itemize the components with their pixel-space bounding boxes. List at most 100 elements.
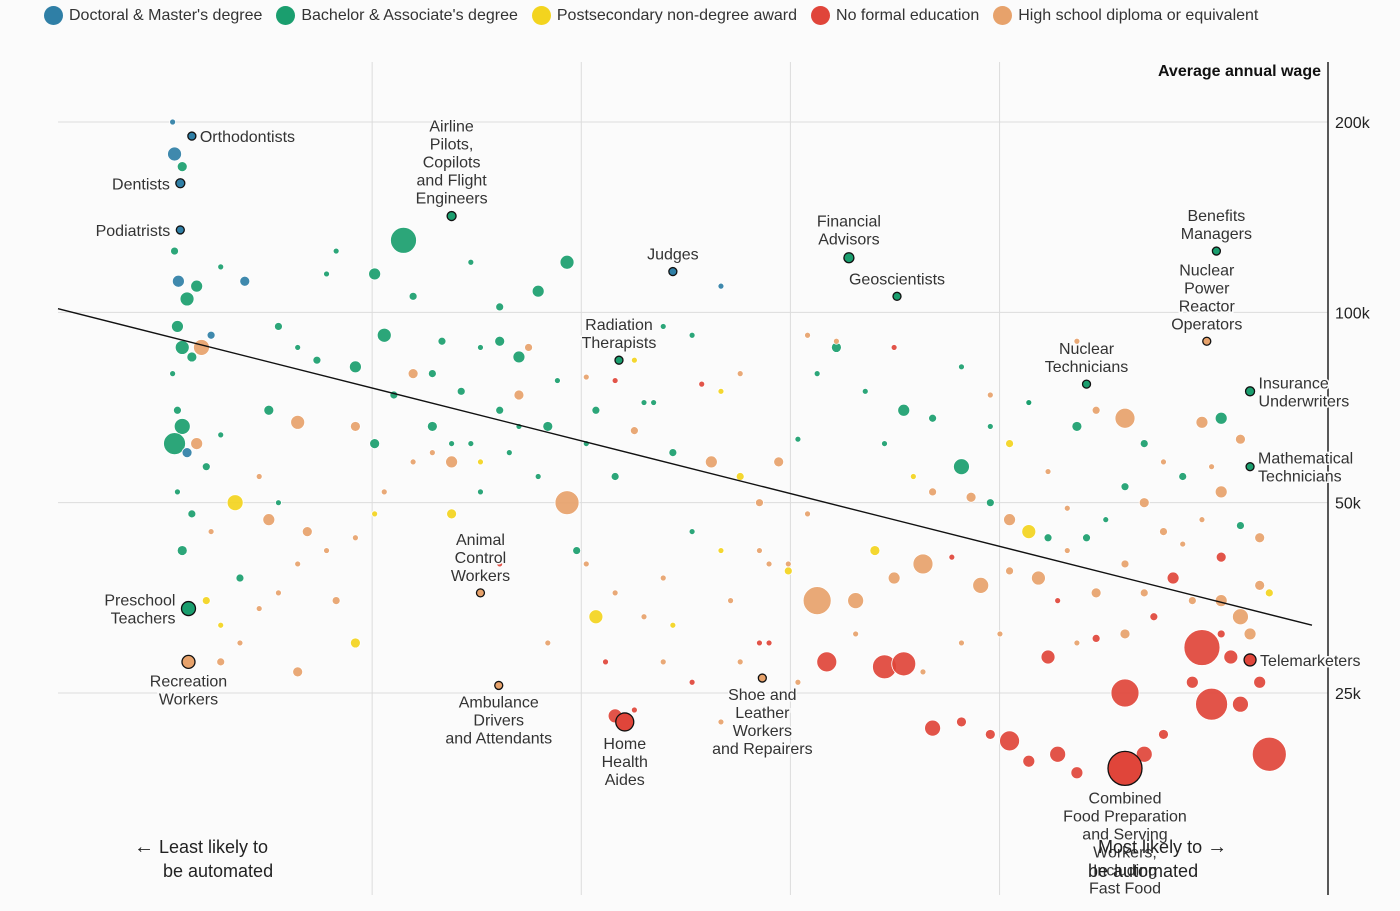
data-point [1139, 588, 1149, 598]
legend-item: Doctoral & Master's degree [44, 6, 262, 25]
data-point [495, 405, 505, 415]
data-point [1149, 612, 1159, 622]
data-point [659, 323, 667, 330]
legend-label: Postsecondary non-degree award [556, 6, 798, 24]
point-label: Insurance Underwriters [1259, 375, 1350, 410]
data-point [1071, 421, 1083, 432]
data-point [176, 545, 188, 556]
highlighted-point [1202, 336, 1212, 346]
data-point [1214, 411, 1228, 425]
legend-swatch [44, 6, 63, 25]
data-point [582, 560, 590, 568]
data-point [773, 456, 785, 468]
data-point [426, 421, 438, 432]
data-point [640, 613, 648, 621]
data-point [407, 368, 419, 380]
data-point [1215, 551, 1227, 563]
highlighted-point [1107, 750, 1143, 787]
data-point [717, 387, 725, 395]
data-point [1159, 527, 1168, 536]
data-point [890, 344, 898, 351]
data-point [187, 509, 197, 519]
data-point [169, 370, 177, 378]
point-label: Benefits Managers [1181, 208, 1252, 243]
data-point [290, 414, 306, 430]
point-label-line: Underwriters [1259, 393, 1350, 410]
data-point [756, 547, 763, 554]
data-point [804, 510, 811, 518]
point-label-line: Shoe and [728, 687, 797, 704]
data-point [1254, 579, 1266, 591]
data-point [1082, 533, 1091, 543]
data-point [207, 528, 215, 535]
legend-swatch [531, 6, 551, 25]
data-point [171, 320, 184, 333]
data-point [588, 609, 604, 625]
data-point [167, 146, 182, 162]
data-point [376, 327, 392, 343]
data-point [1185, 675, 1199, 689]
highlighted-point [1244, 386, 1256, 397]
least-likely-line-2: be automated [163, 861, 274, 881]
data-point [630, 706, 638, 714]
data-point [1022, 754, 1036, 768]
point-label-line: and Serving [1082, 826, 1167, 843]
point-label-line: Technicians [1045, 359, 1129, 376]
point-label-line: Animal [456, 532, 505, 549]
data-point [1179, 540, 1187, 548]
point-label-line: Telemarketers [1260, 653, 1360, 670]
data-point [1054, 597, 1062, 605]
data-point [292, 666, 304, 678]
data-point [534, 473, 542, 480]
data-point [965, 491, 977, 503]
data-point [765, 560, 773, 568]
data-point [301, 526, 313, 537]
point-label-line: Managers [1181, 226, 1252, 243]
data-point [717, 547, 725, 554]
data-point [1063, 504, 1071, 512]
data-point [659, 574, 667, 582]
point-label-line: Financial [817, 214, 881, 231]
point-label-line: Workers [733, 723, 792, 740]
point-label-line: Copilots [423, 155, 481, 172]
data-point [688, 678, 696, 686]
data-point [294, 560, 302, 568]
data-point [477, 344, 484, 351]
point-label-line: Workers [451, 568, 510, 585]
data-point [1195, 687, 1228, 721]
data-point [972, 576, 990, 594]
data-point [368, 267, 382, 281]
y-tick-label: 50k [1335, 496, 1362, 513]
legend-label: High school diploma or equivalent [1018, 6, 1259, 24]
data-point [816, 651, 838, 673]
highlighted-point [1245, 462, 1255, 472]
data-point [897, 403, 911, 417]
legend-swatch [276, 6, 296, 25]
data-point [669, 621, 677, 629]
data-point [186, 351, 198, 363]
data-point [640, 399, 648, 406]
point-label-line: Drivers [473, 712, 524, 729]
point-label-line: Technicians [1258, 469, 1342, 486]
data-point [1044, 468, 1052, 475]
data-point [173, 405, 182, 415]
highlighted-point [1081, 379, 1092, 389]
data-point [928, 413, 937, 423]
point-label: Radiation Therapists [582, 317, 657, 352]
point-label-line: Insurance [1259, 375, 1329, 392]
data-point [1110, 678, 1140, 708]
data-point [602, 658, 609, 666]
data-point [813, 370, 821, 378]
data-point [1049, 745, 1067, 763]
data-point [986, 391, 994, 399]
highlighted-point [668, 266, 678, 277]
data-point [332, 247, 340, 255]
point-label: Home Health Aides [602, 736, 648, 789]
data-point [349, 421, 361, 432]
point-label-line: Pilots, [430, 137, 474, 154]
data-point [369, 438, 381, 449]
trend-line [57, 308, 1313, 626]
data-point [1073, 639, 1081, 647]
data-point [611, 377, 619, 384]
legend-item: High school diploma or equivalent [993, 6, 1258, 25]
